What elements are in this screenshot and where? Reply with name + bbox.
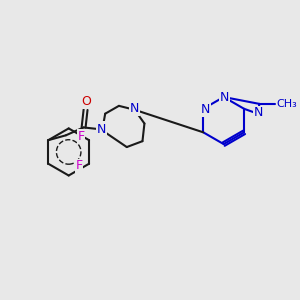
Text: N: N <box>220 91 230 103</box>
Text: F: F <box>76 159 83 172</box>
Text: N: N <box>97 123 106 136</box>
Text: N: N <box>254 106 263 119</box>
Text: O: O <box>82 95 92 108</box>
Text: F: F <box>78 130 85 143</box>
Text: N: N <box>130 102 139 115</box>
Text: CH₃: CH₃ <box>276 99 297 109</box>
Text: N: N <box>97 122 106 135</box>
Text: N: N <box>201 103 210 116</box>
